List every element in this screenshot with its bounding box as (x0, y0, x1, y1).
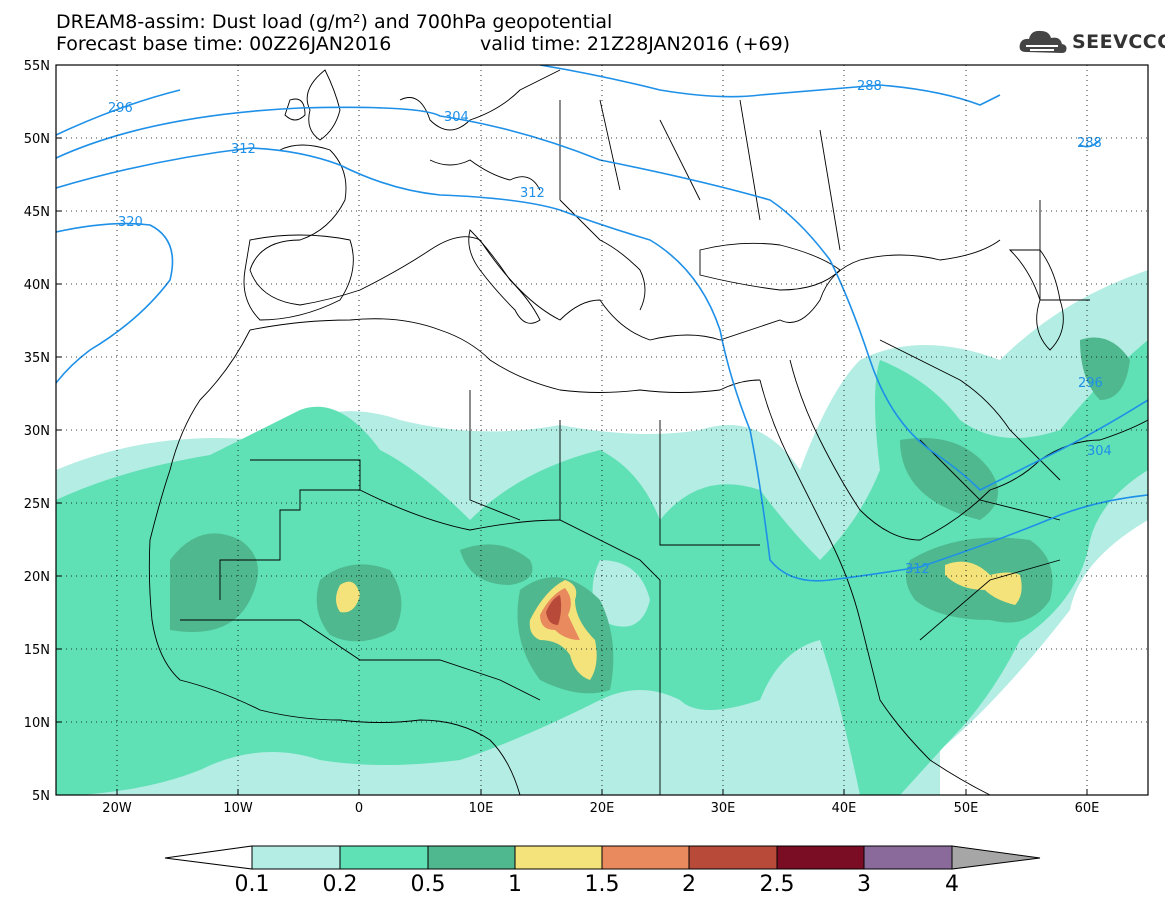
colorbar-label: 4 (945, 872, 959, 897)
lat-label: 5N (32, 789, 50, 804)
colorbar-label: 0.2 (322, 872, 358, 897)
contour-label: 296 (1078, 376, 1103, 391)
seevccc-logo: SEEVCCC (1018, 26, 1165, 58)
lat-label: 20N (24, 570, 50, 585)
lon-label: 0 (355, 801, 363, 816)
colorbar-segment (427, 845, 516, 870)
longitude-labels: 20W 10W 0 10E 20E 30E 40E 50E 60E (102, 801, 1099, 816)
lat-label: 25N (24, 497, 50, 512)
colorbar-label: 1 (508, 872, 522, 897)
lat-label: 45N (24, 205, 50, 220)
colorbar-segment (601, 845, 690, 870)
colorbar-label: 3 (857, 872, 871, 897)
colorbar-high-arrow (951, 845, 1041, 870)
dust-fields (56, 270, 1148, 795)
chart-title-valid-time: valid time: 21Z28JAN2016 (+69) (480, 33, 791, 55)
colorbar-segment (251, 845, 341, 870)
colorbar-segment (688, 845, 778, 870)
lat-label: 40N (24, 278, 50, 293)
contour-label: 312 (520, 186, 545, 201)
lon-label: 20W (102, 801, 132, 816)
contour-label: 288 (1077, 136, 1102, 151)
lon-label: 10E (469, 801, 494, 816)
colorbar (164, 845, 1041, 870)
coastlines-and-borders (148, 69, 1148, 795)
lon-label: 60E (1075, 801, 1100, 816)
chart-title-line1: DREAM8-assim: Dust load (g/m²) and 700hP… (56, 11, 613, 33)
lat-label: 35N (24, 351, 50, 366)
contour-label: 304 (444, 110, 469, 125)
cloud-logo-icon (1019, 30, 1067, 53)
colorbar-label: 2 (682, 872, 696, 897)
contour-labels: 296 304 312 320 288 288 312 296 304 312 (108, 79, 1112, 577)
graticule (56, 65, 1148, 795)
contour-label: 320 (118, 215, 143, 230)
contour-label: 304 (1087, 444, 1112, 459)
lat-label: 50N (24, 132, 50, 147)
contour-label: 312 (231, 142, 256, 157)
latitude-labels: 55N 50N 45N 40N 35N 30N 25N 20N 15N 10N … (24, 59, 50, 804)
chart-title-base-time: Forecast base time: 00Z26JAN2016 (56, 33, 392, 55)
colorbar-segment (863, 845, 953, 870)
colorbar-label: 0.1 (234, 872, 270, 897)
colorbar-segment (776, 845, 865, 870)
lon-label: 50E (954, 801, 979, 816)
contour-label: 288 (857, 79, 882, 94)
logo-text: SEEVCCC (1072, 31, 1165, 53)
lon-label: 40E (832, 801, 857, 816)
lat-label: 10N (24, 716, 50, 731)
lat-label: 15N (24, 643, 50, 658)
colorbar-label: 1.5 (584, 872, 620, 897)
lat-label: 30N (24, 424, 50, 439)
lon-label: 20E (590, 801, 615, 816)
lon-label: 10W (223, 801, 253, 816)
contour-label: 312 (905, 562, 930, 577)
lon-label: 30E (711, 801, 736, 816)
colorbar-label: 0.5 (410, 872, 446, 897)
colorbar-low-arrow (164, 845, 253, 870)
colorbar-label: 2.5 (759, 872, 795, 897)
colorbar-segment (339, 845, 429, 870)
geopotential-contours (56, 65, 1148, 582)
contour-label: 296 (108, 101, 133, 116)
lat-label: 55N (24, 59, 50, 74)
frame-ticks (56, 64, 1088, 796)
colorbar-segment (514, 845, 603, 870)
